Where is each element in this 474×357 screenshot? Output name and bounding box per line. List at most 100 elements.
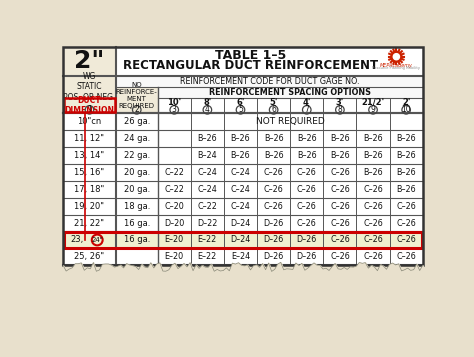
Text: C–26: C–26 [363,185,383,193]
Text: 2": 2" [74,49,105,73]
Text: 17, 18": 17, 18" [74,185,105,193]
Text: 22 ga.: 22 ga. [124,151,150,160]
Text: C–26: C–26 [363,202,383,211]
Text: C–26: C–26 [396,218,416,227]
Text: NOT REQUIRED: NOT REQUIRED [256,117,325,126]
Text: C–24: C–24 [198,168,217,177]
Text: 7: 7 [304,105,309,114]
Text: B–26: B–26 [363,134,383,143]
Bar [63,47,423,265]
Text: 19, 20": 19, 20" [74,202,104,211]
Text: 9: 9 [371,105,375,114]
Text: C–22: C–22 [164,168,184,177]
Text: E–20: E–20 [164,252,184,261]
Bar [64,98,115,112]
Text: NO
REINFORCE-
MENT
REQUIRED: NO REINFORCE- MENT REQUIRED [116,82,158,110]
Text: B–26: B–26 [396,134,416,143]
Circle shape [393,54,400,60]
Text: D–26: D–26 [264,218,284,227]
Text: 10': 10' [167,97,181,107]
Text: E–22: E–22 [198,252,217,261]
Text: D–20: D–20 [164,218,184,227]
Text: B–26: B–26 [264,151,283,160]
Text: C–26: C–26 [264,168,283,177]
Text: 6': 6' [237,97,245,107]
Text: 26 ga.: 26 ga. [124,117,150,126]
Text: C–20: C–20 [164,202,184,211]
Text: TABLE 1–5: TABLE 1–5 [215,49,286,62]
Text: B–26: B–26 [297,134,317,143]
Text: 16 ga.: 16 ga. [124,218,150,227]
Text: 13, 14": 13, 14" [74,151,105,160]
Bar [63,47,423,265]
Text: B–26: B–26 [396,185,416,193]
Text: B–26: B–26 [297,151,317,160]
Text: B–26: B–26 [330,151,350,160]
Text: 2: 2 [134,105,139,114]
Text: MEPAcademy: MEPAcademy [380,63,413,68]
Text: C–26: C–26 [330,202,350,211]
Bar [158,87,423,97]
Text: C–24: C–24 [198,185,217,193]
Text: B–26: B–26 [363,151,383,160]
Circle shape [391,51,402,62]
Text: REINFORCEMENT CODE FOR DUCT GAGE NO.: REINFORCEMENT CODE FOR DUCT GAGE NO. [180,77,359,86]
Text: C–26: C–26 [264,202,283,211]
Text: C–24: C–24 [231,202,250,211]
Text: C–26: C–26 [330,252,350,261]
Text: B–26: B–26 [363,168,383,177]
Text: 1: 1 [87,105,92,114]
Text: D–26: D–26 [297,236,317,245]
Text: D–22: D–22 [197,218,218,227]
Bar [63,47,116,76]
Bar [63,76,116,113]
Text: 11, 12": 11, 12" [74,134,104,143]
Text: D–24: D–24 [230,218,251,227]
Text: 4': 4' [302,97,311,107]
Text: C–26: C–26 [330,185,350,193]
Text: 2': 2' [402,97,410,107]
Text: C–26: C–26 [297,218,317,227]
Text: Resource Planning Mobility: Resource Planning Mobility [373,66,420,70]
Text: 3': 3' [336,97,344,107]
Text: WG
STATIC
POS. OR NEG.: WG STATIC POS. OR NEG. [64,72,116,102]
Text: B–26: B–26 [396,151,416,160]
Text: DUCT
DIMENSION: DUCT DIMENSION [64,96,115,115]
Text: B–26: B–26 [198,134,217,143]
Bar [116,76,423,87]
Text: C–26: C–26 [330,236,350,245]
Text: 5': 5' [269,97,278,107]
Text: 20 ga.: 20 ga. [124,168,150,177]
Text: 24 ga.: 24 ga. [124,134,150,143]
Text: B–26: B–26 [231,134,250,143]
Text: C–26: C–26 [330,168,350,177]
Text: E–24: E–24 [231,252,250,261]
Text: 18 ga.: 18 ga. [124,202,150,211]
Text: E–22: E–22 [198,236,217,245]
Text: C–26: C–26 [297,202,317,211]
Text: B–26: B–26 [264,134,283,143]
Text: D–26: D–26 [264,236,284,245]
Text: 25, 26": 25, 26" [74,252,105,261]
Text: 23,: 23, [71,236,84,245]
Text: 8': 8' [203,97,211,107]
Bar [63,231,423,248]
Text: C–26: C–26 [330,218,350,227]
Text: 21/2': 21/2' [362,97,384,107]
Text: E–20: E–20 [164,236,184,245]
Text: 24": 24" [91,237,103,243]
Text: C–22: C–22 [198,202,217,211]
Text: 3: 3 [172,105,177,114]
Text: 8: 8 [337,105,342,114]
Text: C–26: C–26 [363,252,383,261]
Text: D–26: D–26 [297,252,317,261]
Text: C–26: C–26 [363,218,383,227]
Text: C–26: C–26 [297,168,317,177]
Text: B–26: B–26 [396,168,416,177]
Text: D–26: D–26 [264,252,284,261]
Text: RECTANGULAR DUCT REINFORCEMENT: RECTANGULAR DUCT REINFORCEMENT [123,59,378,72]
Text: 21, 22": 21, 22" [74,218,104,227]
Text: 20 ga.: 20 ga. [124,185,150,193]
Text: C–26: C–26 [363,236,383,245]
Bar [116,76,158,113]
